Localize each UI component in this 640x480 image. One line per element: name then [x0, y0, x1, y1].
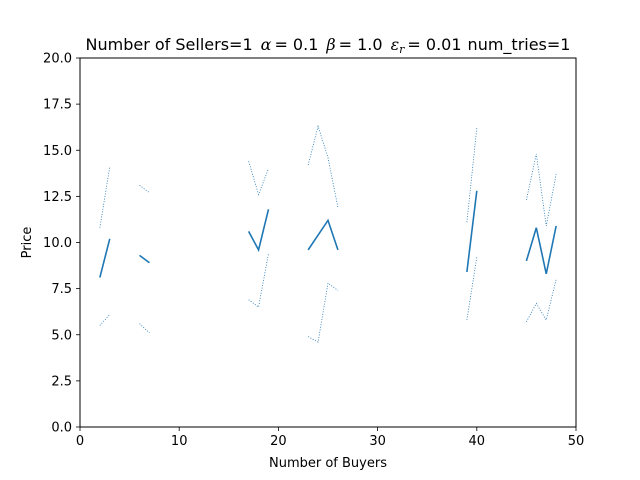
x-tick-label: 40: [469, 434, 486, 449]
x-axis-label: Number of Buyers: [269, 456, 387, 471]
y-tick-label: 12.5: [43, 190, 72, 205]
y-axis-ticks: 0.0 2.5 5.0 7.5 10.0 12.5 15.0 17.5 20.0: [43, 52, 80, 436]
upper-band-segment-2: [248, 161, 269, 196]
mean-price-segment-3: [307, 218, 339, 251]
title-beta-symbol: β: [325, 35, 335, 54]
mean-price-segment-0: [99, 238, 111, 278]
title-eps-subscript: r: [399, 43, 405, 56]
y-tick-label: 20.0: [43, 52, 72, 67]
y-tick-label: 15.0: [43, 144, 72, 159]
upper-band-segment-1: [139, 184, 150, 194]
y-tick-label: 2.5: [51, 374, 72, 389]
upper-band-segment-5: [526, 153, 557, 226]
mean-price-segment-4: [466, 190, 478, 273]
x-tick-label: 0: [76, 434, 84, 449]
x-tick-label: 10: [171, 434, 188, 449]
y-axis-label: Price: [20, 227, 35, 259]
y-tick-label: 17.5: [43, 98, 72, 113]
lower-band-segment-1: [139, 323, 150, 334]
title-eps-value: = 0.01: [407, 35, 461, 54]
chart-title: Number of Sellers=1 α = 0.1 β = 1.0 εr = 0.01 n…: [86, 35, 571, 56]
x-tick-label: 20: [270, 434, 287, 449]
lower-band-segment-5: [526, 279, 557, 323]
mean-price-segment-2: [247, 209, 270, 253]
title-tries: num_tries=1: [468, 35, 571, 55]
y-tick-label: 0.0: [51, 421, 72, 436]
mean-price-segment-1: [139, 254, 150, 264]
title-alpha-value: = 0.1: [274, 35, 318, 54]
title-beta-value: = 1.0: [339, 35, 383, 54]
y-tick-label: 10.0: [43, 236, 72, 251]
title-sellers: Number of Sellers=1: [86, 35, 253, 54]
y-tick-label: 5.0: [51, 328, 72, 343]
upper-band-segment-4: [466, 128, 478, 223]
title-eps-symbol: ε: [391, 35, 400, 54]
mean-price-segment-5: [525, 225, 557, 275]
lower-band-segment-3: [307, 282, 339, 343]
x-tick-label: 30: [369, 434, 386, 449]
x-tick-label: 50: [568, 434, 585, 449]
lower-band-segment-4: [466, 257, 478, 321]
title-alpha-symbol: α: [261, 35, 272, 54]
plot-lines: [99, 124, 557, 343]
x-axis-ticks: 0 10 20 30 40 50: [76, 427, 584, 449]
y-tick-label: 7.5: [51, 282, 72, 297]
